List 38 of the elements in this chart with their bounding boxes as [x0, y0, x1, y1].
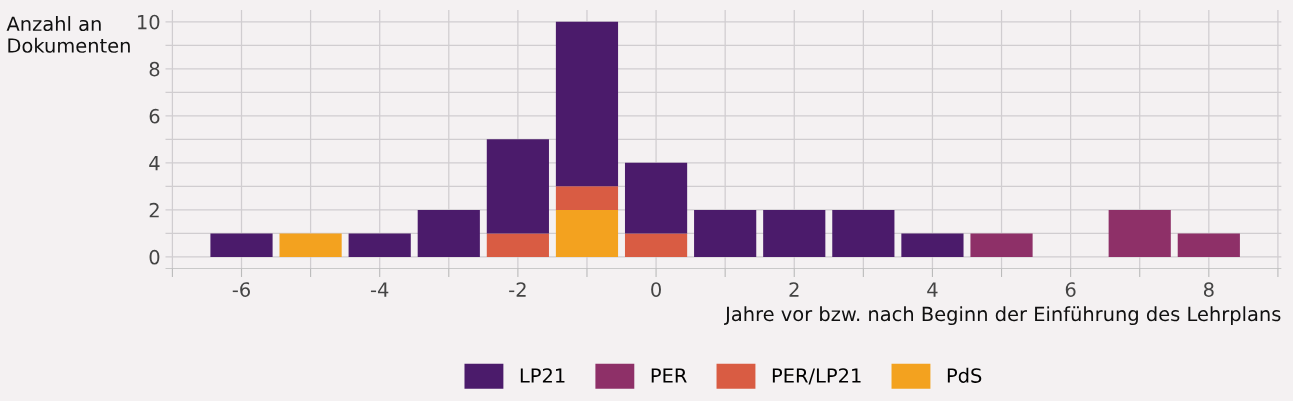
bar: [486, 233, 549, 257]
x-tick-label: 6: [1065, 282, 1076, 297]
legend-label: PdS: [947, 367, 982, 383]
bar: [279, 233, 342, 257]
x-tick-label: 4: [927, 282, 938, 297]
bar: [348, 233, 411, 257]
legend-label: PER/LP21: [772, 368, 861, 385]
bar: [210, 233, 273, 257]
x-tick-label: -6: [232, 282, 250, 297]
bar: [970, 233, 1033, 257]
bar: [417, 209, 480, 257]
y-tick-label: 4: [149, 156, 160, 171]
x-tick-label: 8: [1203, 282, 1214, 297]
bar: [486, 139, 549, 234]
bar: [763, 209, 826, 257]
bar: [832, 209, 895, 257]
y-tick-label: 0: [149, 249, 160, 265]
bar: [624, 233, 688, 257]
bar: [555, 21, 619, 187]
legend-label: PER: [651, 368, 687, 383]
y-axis-title: Anzahl an Dokumenten: [6, 16, 130, 53]
bar: [694, 209, 757, 257]
x-tick-label: 2: [789, 282, 799, 297]
y-tick-label: 2: [149, 202, 159, 218]
x-tick-label: -2: [509, 282, 526, 297]
x-tick-label: 0: [651, 282, 661, 297]
bar: [901, 233, 964, 257]
y-tick-label: 10: [138, 14, 160, 30]
bar: [555, 209, 619, 257]
bar: [555, 186, 619, 210]
bar: [624, 162, 688, 234]
bar: [1108, 209, 1171, 257]
x-axis-title: Jahre vor bzw. nach Beginn der Einführung des Lehrplans: [724, 306, 1281, 326]
legend-label: LP21: [520, 368, 565, 383]
y-tick-label: 8: [149, 61, 160, 77]
y-tick-label: 6: [149, 108, 160, 124]
bar: [1177, 233, 1240, 257]
x-tick-label: -4: [370, 282, 389, 297]
